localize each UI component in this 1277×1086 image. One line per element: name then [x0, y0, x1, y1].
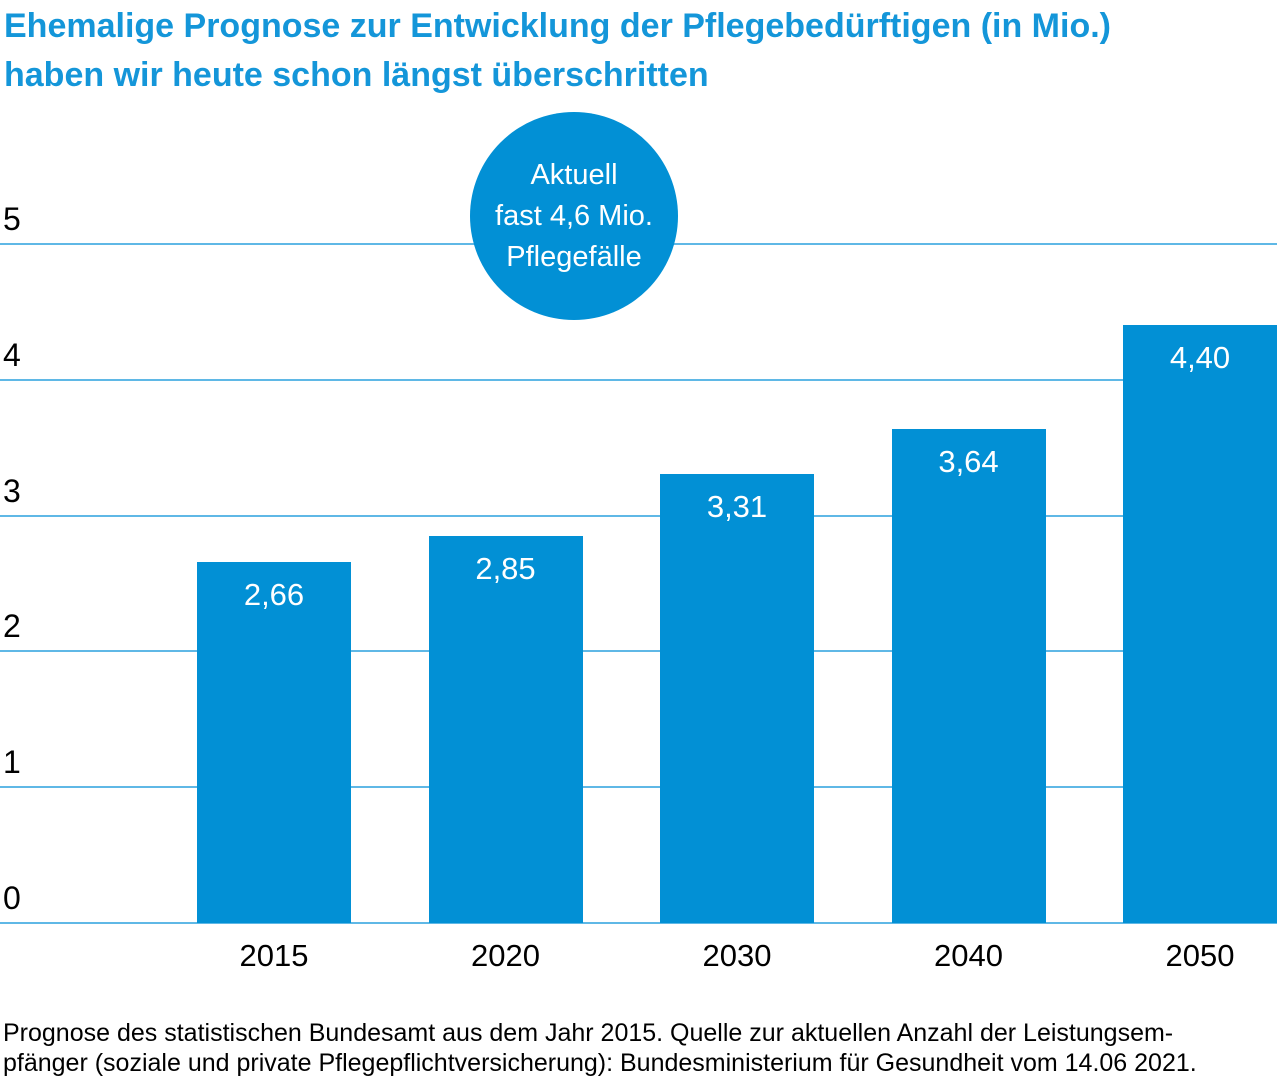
bar-2040: 3,64: [891, 428, 1046, 923]
gridline-y-1: [0, 786, 1277, 789]
x-axis-tick-label-2040: 2040: [934, 938, 1003, 973]
bar-value-label-2040: 3,64: [938, 443, 999, 479]
x-axis-tick-label-2015: 2015: [239, 938, 309, 973]
bar-value-label-2050: 4,40: [1169, 340, 1231, 376]
bar-2030: 3,31: [660, 473, 814, 923]
y-axis-tick-label-0: 0: [3, 880, 21, 916]
chart-title-line-2: haben wir heute schon längst überschritt…: [4, 56, 709, 94]
bar-value-label-2015: 2,66: [243, 576, 305, 612]
gridline-y-2: [0, 650, 1277, 653]
y-axis-tick-label-1: 1: [3, 744, 21, 781]
y-axis-tick-label-2: 2: [3, 608, 21, 645]
bar-2050: 4,40: [1123, 325, 1277, 923]
x-axis-tick-label-2030: 2030: [702, 938, 772, 973]
callout-line-1: Aktuell: [530, 158, 618, 191]
callout-bubble: Aktuell fast 4,6 Mio. Pflegefälle: [470, 112, 678, 320]
source-note: Prognose des statistischen Bundesamt aus…: [3, 1018, 1275, 1078]
gridline-y-3: [0, 514, 1277, 517]
bar-value-label-2020: 2,85: [475, 550, 536, 586]
callout-line-2: fast 4,6 Mio.: [495, 199, 653, 232]
source-note-line-1: Prognose des statistischen Bundesamt aus…: [3, 1019, 1174, 1047]
chart-title: Ehemalige Prognose zur Entwicklung der P…: [4, 2, 1111, 100]
y-axis-tick-label-3: 3: [3, 472, 21, 509]
y-axis-tick-label-4: 4: [3, 336, 21, 373]
bar-value-label-2030: 3,31: [706, 488, 768, 524]
source-note-line-2: pfänger (soziale und private Pflegepflic…: [3, 1049, 1197, 1077]
y-axis-tick-label-5: 5: [3, 201, 21, 237]
bar-2020: 2,85: [428, 535, 583, 923]
x-axis-tick-label-2050: 2050: [1165, 938, 1235, 973]
gridline-y-0: [0, 922, 1277, 924]
callout-line-3: Pflegefälle: [506, 240, 642, 273]
x-axis-tick-label-2020: 2020: [471, 938, 540, 973]
gridline-y-4: [0, 378, 1277, 381]
chart-title-line-1: Ehemalige Prognose zur Entwicklung der P…: [4, 7, 1111, 45]
bar-2015: 2,66: [197, 561, 351, 923]
